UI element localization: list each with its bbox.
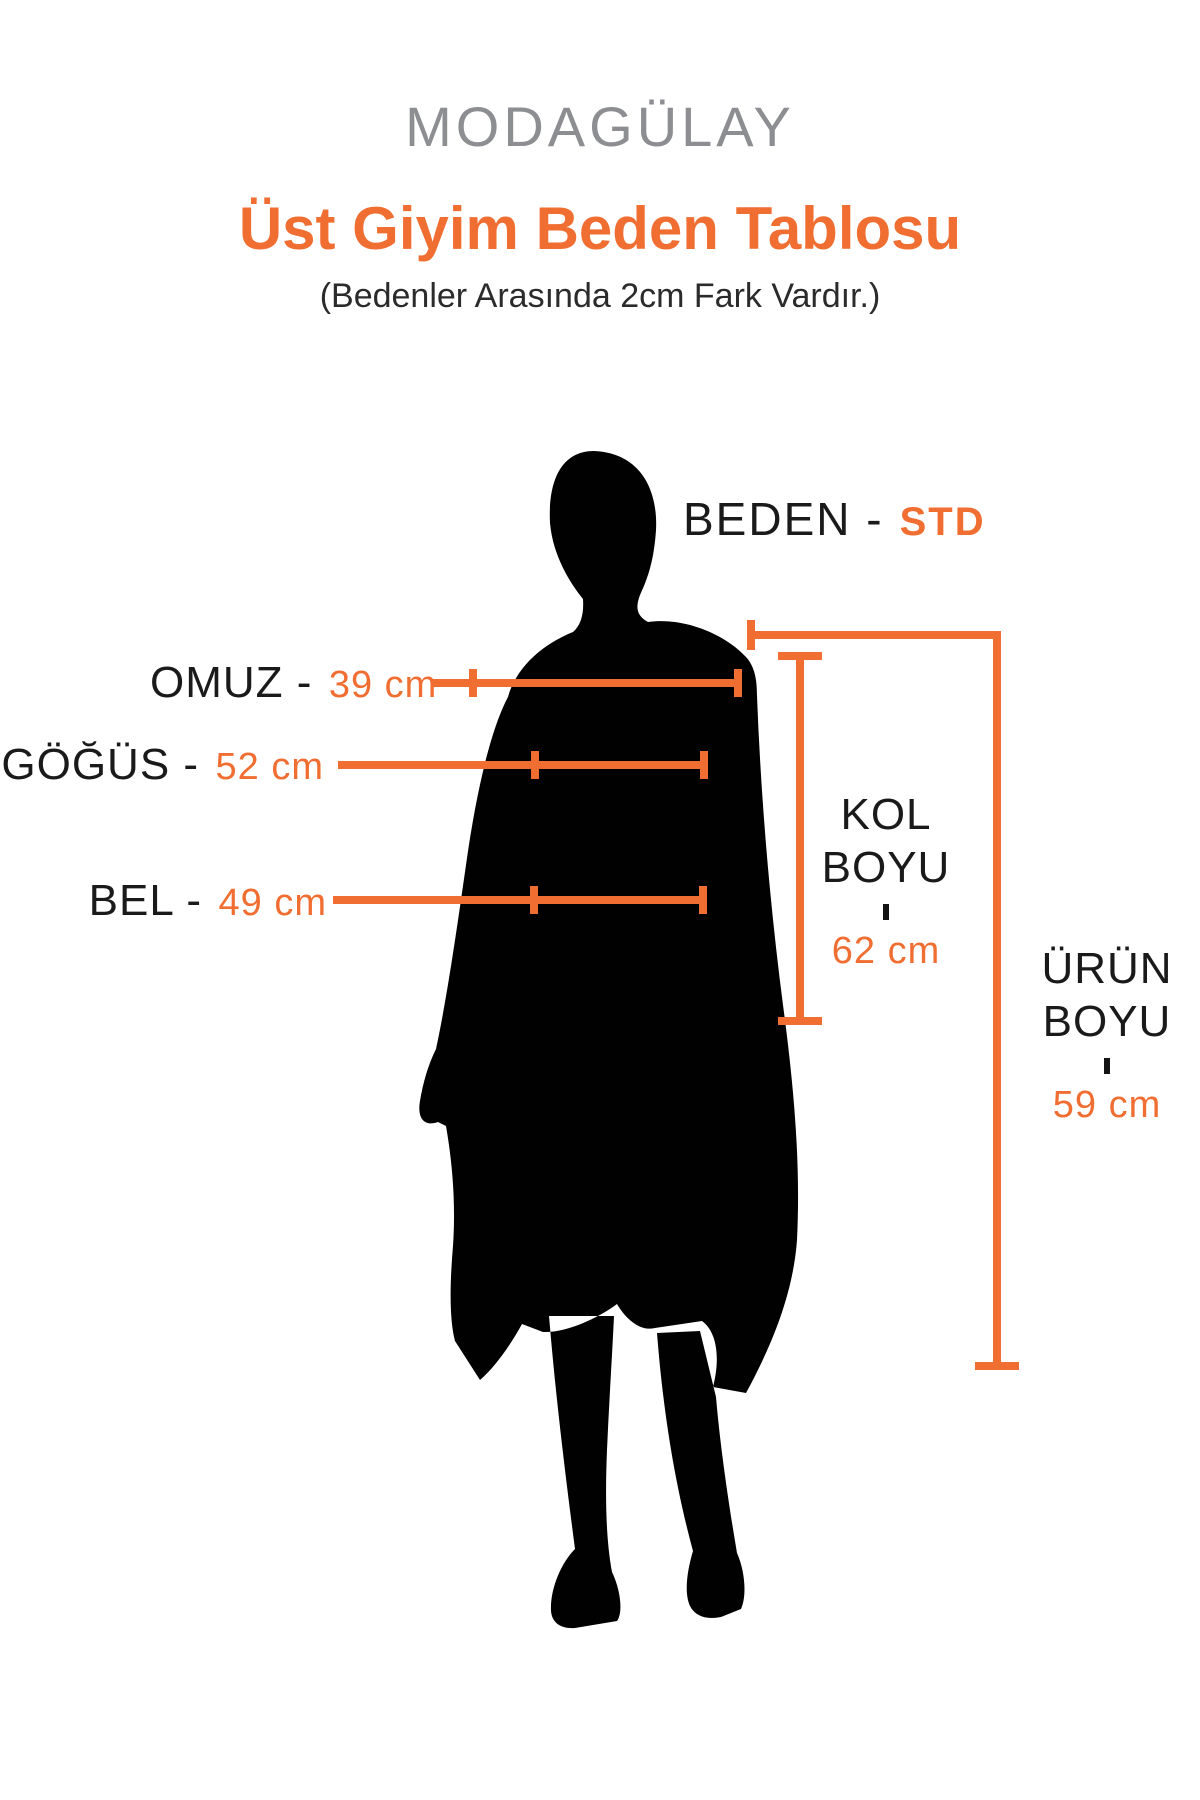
urun-boyu-cap-left [747,620,755,650]
bel-tick-end [699,886,707,914]
omuz-value: 39 cm [328,664,438,706]
kol-boyu-tick-separator [883,904,889,920]
omuz-tick-end [734,669,742,697]
omuz-measure-line [433,669,742,697]
size-label-text: BEDEN - [683,493,884,545]
urun-boyu-value: 59 cm [1052,1084,1162,1126]
bel-tick-start [530,886,538,914]
size-label: BEDEN - STD [683,492,986,546]
measurement-row-bel: BEL - 49 cm [80,876,327,926]
omuz-tick-start [469,669,477,697]
gogus-tick-start [531,751,539,779]
kol-boyu-label-block: KOL BOYU 62 cm [803,788,969,973]
urun-boyu-label-line2: BOYU [1042,997,1172,1046]
bel-value: 49 cm [218,882,327,924]
urun-boyu-tick-separator [1104,1058,1110,1074]
urun-boyu-top-line [747,620,1001,650]
kol-boyu-label-line1: KOL [840,790,932,839]
page-subtitle: (Bedenler Arasında 2cm Fark Vardır.) [319,277,881,315]
measurement-row-omuz: OMUZ - 39 cm [150,658,436,708]
kol-boyu-cap-bottom [778,1017,822,1025]
urun-boyu-label-block: ÜRÜN BOYU 59 cm [1024,942,1190,1127]
measurement-row-gogus: GÖĞÜS - 52 cm [0,740,324,790]
gogus-tick-end [700,751,708,779]
kol-boyu-cap-top [778,652,822,660]
gogus-value: 52 cm [215,746,324,788]
bel-label: BEL - [88,876,203,925]
page-title: Üst Giyim Beden Tablosu [238,195,962,262]
brand-logo: MODAGÜLAY [405,95,795,158]
omuz-label: OMUZ - [150,658,313,707]
size-label-value: STD [899,500,986,544]
gogus-label: GÖĞÜS - [1,740,200,789]
gogus-measure-line [338,751,708,779]
kol-boyu-measure-line [778,652,822,1025]
bel-measure-line [333,886,707,914]
kol-boyu-value: 62 cm [831,930,941,972]
urun-boyu-measure-line [975,631,1019,1370]
kol-boyu-label-line2: BOYU [821,843,951,892]
urun-boyu-cap-bottom [975,1362,1019,1370]
urun-boyu-label-line1: ÜRÜN [1041,944,1173,993]
